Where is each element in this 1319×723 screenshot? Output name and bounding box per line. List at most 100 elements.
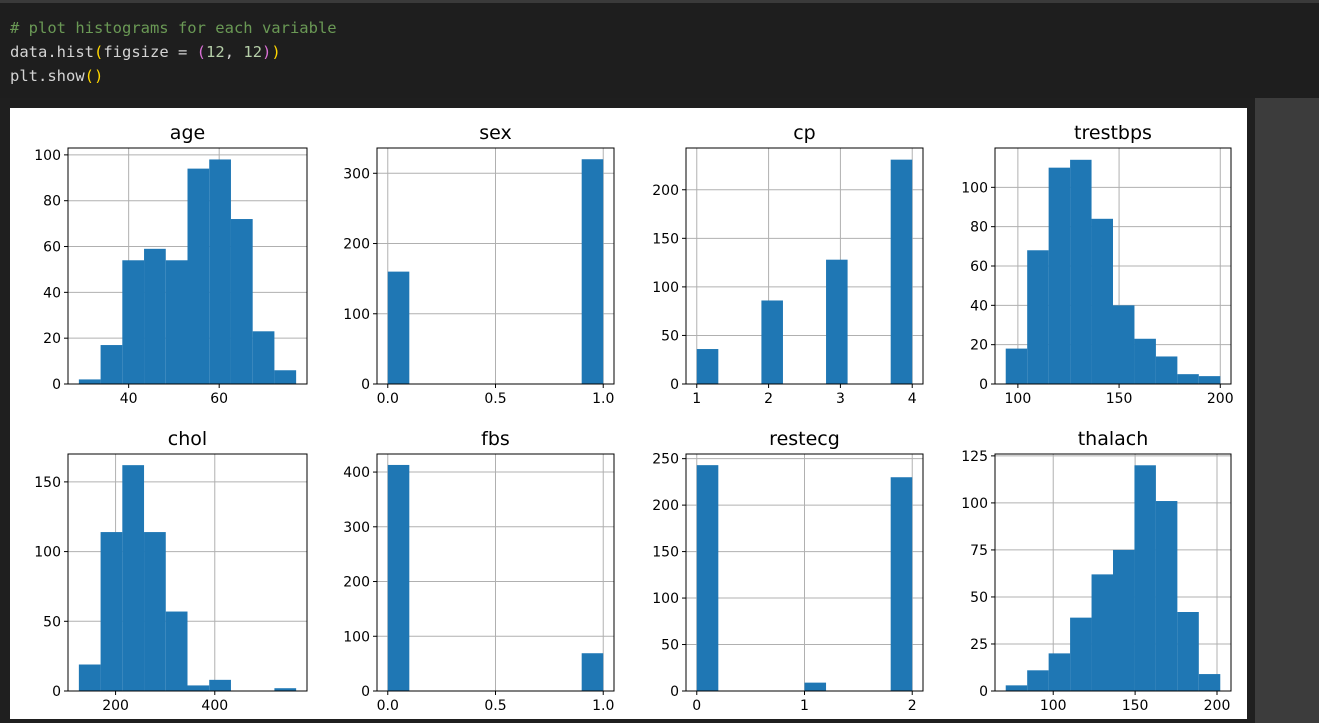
histogram-thalach: 100 150 200 0 25 50 75 100 125 thalach <box>961 428 1232 714</box>
x-tick-label: 150 <box>1122 698 1149 714</box>
chart-title: age <box>170 122 205 144</box>
histogram-bar <box>1027 670 1049 691</box>
y-tick-label: 0 <box>979 684 988 700</box>
y-tick-label: 50 <box>970 590 988 606</box>
histogram-cp: 1 2 3 4 0 50 100 150 200 cp <box>652 122 924 407</box>
histogram-bar <box>274 688 297 691</box>
code-editor[interactable]: # plot histograms for each variable data… <box>10 16 337 88</box>
x-tick-label: 4 <box>908 391 917 407</box>
y-tick-label: 150 <box>34 475 61 491</box>
y-tick-label: 200 <box>343 575 370 591</box>
histogram-bar <box>209 159 231 384</box>
x-tick-label: 1 <box>692 391 701 407</box>
histogram-figure: 40 60 0 20 40 60 80 100 age 0.0 0.5 1.0 0 100 200 300 se… <box>10 108 1247 719</box>
histogram-bar <box>1155 501 1178 691</box>
histogram-bar <box>387 271 410 384</box>
histogram-bar <box>1134 338 1156 384</box>
histogram-bar <box>696 465 719 691</box>
y-tick-label: 200 <box>652 498 679 514</box>
histogram-bar <box>696 349 719 384</box>
y-tick-label: 100 <box>343 307 370 323</box>
code-comment: # plot histograms for each variable <box>10 19 337 37</box>
x-tick-label: 200 <box>1204 698 1231 714</box>
y-tick-label: 20 <box>970 338 988 354</box>
histogram-trestbps: 100 150 200 0 20 40 60 80 100 trestbps <box>961 122 1233 407</box>
histogram-bar <box>78 379 101 384</box>
y-tick-label: 100 <box>34 545 61 561</box>
histogram-bar <box>144 248 166 384</box>
axes-frame <box>994 453 1232 692</box>
histogram-bar <box>252 331 275 384</box>
y-tick-label: 0 <box>670 377 679 393</box>
histogram-bar <box>165 260 188 384</box>
chart-title: fbs <box>481 428 510 450</box>
x-tick-label: 1.0 <box>592 698 614 714</box>
histogram-bar <box>1091 574 1113 691</box>
y-tick-label: 0 <box>52 377 61 393</box>
y-tick-label: 75 <box>970 543 988 559</box>
histogram-chol: 200 400 0 50 100 150 chol <box>34 428 308 714</box>
x-tick-label: 40 <box>120 391 138 407</box>
histogram-bar <box>1091 218 1113 384</box>
x-tick-label: 0.5 <box>484 391 506 407</box>
y-tick-label: 0 <box>361 684 370 700</box>
code-token: ( <box>94 43 104 61</box>
y-tick-label: 0 <box>670 684 679 700</box>
histogram-bar <box>100 532 123 691</box>
code-token: ) <box>262 43 272 61</box>
y-tick-label: 250 <box>652 452 679 468</box>
x-tick-label: 1.0 <box>592 391 614 407</box>
histogram-bar <box>1005 685 1028 691</box>
histogram-bar <box>761 300 783 384</box>
histogram-bar <box>1113 549 1135 691</box>
x-tick-label: 100 <box>1040 698 1067 714</box>
histogram-bar <box>209 679 231 691</box>
histogram-bar <box>1005 348 1028 384</box>
histogram-bar <box>187 685 210 691</box>
axes-frame <box>67 147 308 385</box>
y-tick-label: 100 <box>343 629 370 645</box>
output-scroll-gutter[interactable] <box>1255 98 1319 723</box>
y-tick-label: 0 <box>52 684 61 700</box>
y-tick-label: 100 <box>652 591 679 607</box>
code-token: 12 <box>206 43 225 61</box>
y-tick-label: 100 <box>34 148 61 164</box>
histogram-bar <box>187 168 210 384</box>
code-cell[interactable]: # plot histograms for each variable data… <box>0 0 1319 98</box>
histogram-bar <box>1155 356 1178 384</box>
y-tick-label: 300 <box>343 166 370 182</box>
histogram-bar <box>1070 159 1092 384</box>
code-token: data.hist <box>10 43 94 61</box>
x-tick-label: 60 <box>210 391 228 407</box>
y-tick-label: 300 <box>343 520 370 536</box>
histogram-bar <box>890 477 913 691</box>
chart-title: sex <box>479 122 512 144</box>
histogram-bar <box>1027 250 1049 384</box>
histogram-bar <box>826 259 848 384</box>
histogram-bar <box>581 653 604 691</box>
histogram-bar <box>1177 612 1199 691</box>
histogram-age: 40 60 0 20 40 60 80 100 age <box>34 122 308 407</box>
histogram-bar <box>144 532 166 691</box>
x-tick-label: 1 <box>800 698 809 714</box>
x-tick-label: 150 <box>1106 391 1133 407</box>
histogram-bar <box>1070 617 1092 691</box>
x-tick-label: 200 <box>1207 391 1234 407</box>
y-tick-label: 50 <box>661 328 679 344</box>
histogram-bar <box>1198 674 1221 691</box>
x-tick-label: 3 <box>836 391 845 407</box>
y-tick-label: 25 <box>970 637 988 653</box>
y-tick-label: 150 <box>652 545 679 561</box>
y-tick-label: 60 <box>970 259 988 275</box>
histogram-bar <box>387 464 410 691</box>
code-token: , <box>224 43 244 61</box>
chart-title: thalach <box>1078 428 1149 450</box>
y-tick-label: 200 <box>652 183 679 199</box>
y-tick-label: 40 <box>43 285 61 301</box>
x-tick-label: 200 <box>102 698 129 714</box>
x-tick-label: 0.5 <box>484 698 506 714</box>
code-token: ) <box>271 43 281 61</box>
histogram-bar <box>1113 305 1135 384</box>
y-tick-label: 0 <box>979 377 988 393</box>
